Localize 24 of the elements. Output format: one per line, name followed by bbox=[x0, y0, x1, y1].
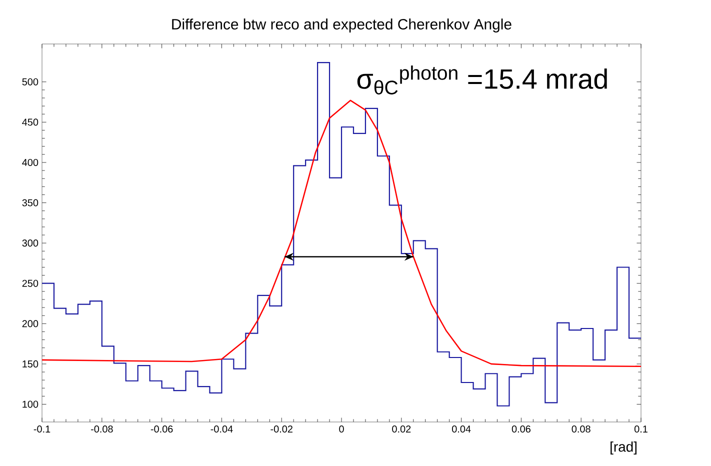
x-tick-label: -0.08 bbox=[90, 426, 113, 433]
y-tick-label: 200 bbox=[22, 320, 38, 328]
y-tick-label: 400 bbox=[22, 158, 38, 166]
x-tick-label: -0.02 bbox=[270, 426, 292, 433]
x-tick-label: 0.04 bbox=[452, 426, 471, 433]
x-tick-label: -0.1 bbox=[34, 426, 50, 433]
x-tick-label: -0.06 bbox=[150, 426, 173, 433]
y-tick-label: 250 bbox=[22, 280, 38, 287]
y-tick-label: 350 bbox=[22, 199, 38, 206]
line-series bbox=[42, 100, 642, 368]
x-tick-label: -0.04 bbox=[210, 426, 233, 433]
x-tick-label: 0.02 bbox=[392, 426, 411, 433]
y-tick-label: 500 bbox=[22, 78, 38, 86]
y-tick-label: 100 bbox=[22, 400, 38, 408]
x-tick-label: 0.08 bbox=[572, 426, 590, 433]
y-tick-label: 300 bbox=[22, 240, 38, 247]
annotation: σ$_{θC}$$^{photon}$ =15.4 mrad bbox=[357, 66, 607, 94]
y-tick-label: 150 bbox=[22, 360, 38, 368]
y-tick-label: 450 bbox=[22, 118, 38, 126]
x-tick-label: 0 bbox=[339, 426, 344, 433]
chart-title: Difference btw reco and expected Cherenkov Angle bbox=[172, 18, 512, 32]
x-tick-label: 0.06 bbox=[512, 426, 530, 433]
x-axis-title: [rad] bbox=[610, 442, 636, 454]
x-tick-label: 0.1 bbox=[634, 426, 648, 433]
